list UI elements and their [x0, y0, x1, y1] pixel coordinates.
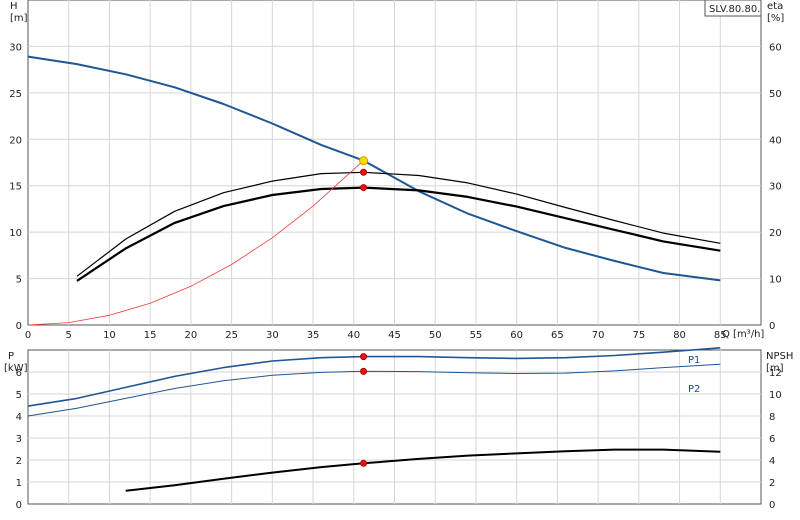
y-right-tick-label: 20 — [769, 228, 782, 239]
x-tick-label: 25 — [225, 330, 238, 341]
y-left-tick-label: 5 — [16, 390, 22, 401]
y-left-tick-label: 0 — [16, 321, 22, 332]
y-right-tick-label: 2 — [769, 478, 775, 489]
operating-point-marker-2 — [360, 184, 368, 192]
y-left-tick-label: 2 — [16, 456, 22, 467]
bottom-right-axis-unit: [m] — [766, 363, 784, 374]
y-left-tick-label: 3 — [16, 434, 22, 445]
x-tick-label: 55 — [470, 330, 483, 341]
top-left-axis-label: H — [10, 1, 18, 12]
x-tick-label: 30 — [266, 330, 279, 341]
top-left-axis-unit: [m] — [10, 13, 28, 24]
operating-point-marker-1 — [360, 367, 368, 375]
bottom-left-axis-label: P — [8, 351, 14, 362]
top-right-axis-unit: [%] — [767, 13, 784, 24]
y-right-tick-label: 30 — [769, 182, 782, 193]
bottom-markers-group — [360, 353, 368, 467]
top-x-tick-labels: 0 5 10 15 20 25 30 35 40 45 50 55 60 65 70 75 80 85 — [25, 330, 727, 341]
y-left-tick-label: 1 — [16, 478, 22, 489]
series-line-2 — [76, 186, 721, 282]
x-tick-label: 10 — [103, 330, 116, 341]
series-label-p2: P2 — [688, 384, 700, 395]
y-right-tick-label: 10 — [769, 390, 782, 401]
top-left-tick-labels: 0 5 10 15 20 25 30 — [9, 42, 22, 332]
y-right-tick-label: 40 — [769, 135, 782, 146]
y-left-tick-label: 30 — [9, 42, 22, 53]
operating-point-marker-0 — [360, 353, 368, 361]
y-left-tick-label: 5 — [16, 275, 22, 286]
y-left-tick-label: 0 — [16, 500, 22, 511]
top-right-axis-label: eta — [767, 1, 783, 12]
operating-point-marker-1 — [360, 168, 368, 176]
x-tick-label: 5 — [66, 330, 72, 341]
y-right-tick-label: 50 — [769, 89, 782, 100]
y-left-tick-label: 6 — [16, 368, 22, 379]
top-x-axis-label: Q [m³/h] — [722, 329, 764, 340]
y-right-tick-label: 60 — [769, 42, 782, 53]
y-left-tick-label: 25 — [9, 89, 22, 100]
series-label-p1: P1 — [688, 355, 700, 366]
top-markers-group — [359, 156, 369, 192]
x-tick-label: 65 — [551, 330, 564, 341]
series-line-1 — [76, 171, 721, 277]
x-tick-label: 45 — [388, 330, 401, 341]
y-right-tick-label: 10 — [769, 275, 782, 286]
x-tick-label: 15 — [144, 330, 157, 341]
head-efficiency-panel: 0 5 10 15 20 25 30 35 40 45 50 55 60 65 70 75 80 85 0 5 10 1… — [9, 0, 784, 341]
series-line-3 — [27, 160, 364, 326]
x-tick-label: 75 — [632, 330, 645, 341]
series-line-2 — [125, 448, 721, 492]
x-tick-label: 85 — [714, 330, 727, 341]
operating-point-marker-2 — [360, 459, 368, 467]
y-left-tick-label: 20 — [9, 135, 22, 146]
chart-title-box — [704, 0, 762, 17]
bottom-left-axis-unit: [kW] — [4, 363, 28, 374]
top-right-tick-labels: 0 10 20 30 40 50 60 — [769, 42, 782, 332]
bottom-right-tick-labels: 0 2 4 6 8 10 12 — [769, 368, 782, 511]
x-tick-label: 80 — [673, 330, 686, 341]
y-right-tick-label: 0 — [769, 500, 775, 511]
x-tick-label: 0 — [25, 330, 31, 341]
y-right-tick-label: 0 — [769, 321, 775, 332]
x-tick-label: 70 — [592, 330, 605, 341]
y-right-tick-label: 4 — [769, 456, 775, 467]
y-left-tick-label: 10 — [9, 228, 22, 239]
y-right-tick-label: 6 — [769, 434, 775, 445]
bottom-left-tick-labels: 0 1 2 3 4 5 6 — [16, 368, 22, 511]
y-left-tick-label: 4 — [16, 412, 22, 423]
y-right-tick-label: 8 — [769, 412, 775, 423]
x-tick-label: 60 — [510, 330, 523, 341]
operating-point-marker-0 — [359, 156, 369, 166]
x-tick-label: 35 — [307, 330, 320, 341]
bottom-gridlines — [28, 350, 761, 504]
x-tick-label: 40 — [347, 330, 360, 341]
x-tick-label: 20 — [185, 330, 198, 341]
bottom-right-axis-label: NPSH — [766, 351, 793, 362]
y-left-tick-label: 15 — [9, 182, 22, 193]
chart-title: SLV.80.80. — [709, 4, 760, 15]
top-gridlines — [28, 0, 761, 325]
y-right-tick-label: 12 — [769, 368, 782, 379]
top-series-group — [27, 55, 721, 326]
x-tick-label: 50 — [429, 330, 442, 341]
